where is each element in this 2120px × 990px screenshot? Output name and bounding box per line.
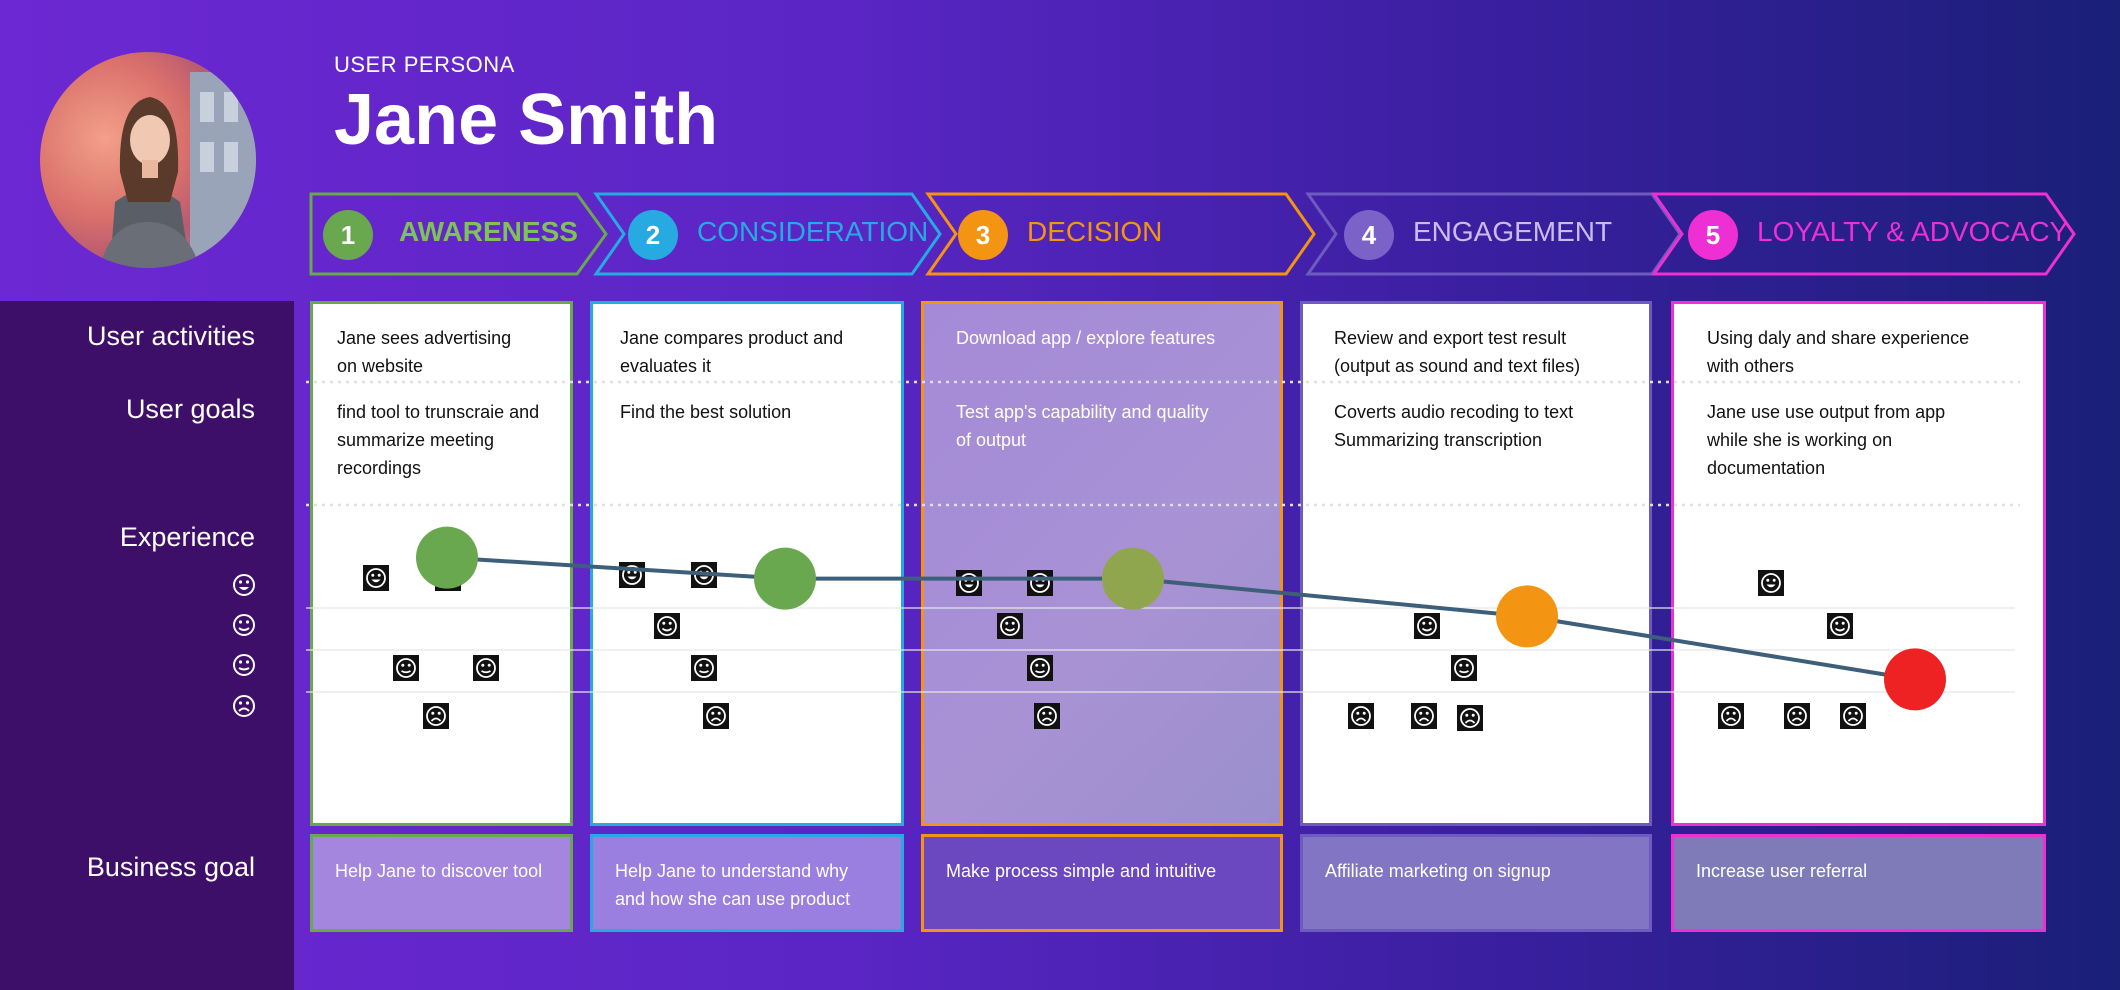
experience-scale bbox=[233, 574, 255, 717]
very-happy-face-icon bbox=[956, 570, 982, 596]
sad-face-icon bbox=[1784, 703, 1810, 729]
sad-face-icon bbox=[703, 703, 729, 729]
stage-column-engagement: Review and export test result (output as… bbox=[1300, 301, 1652, 826]
row-label-activities: User activities bbox=[86, 321, 255, 351]
experience-point bbox=[1102, 547, 1164, 610]
stage-number-5: 5 bbox=[1688, 210, 1738, 260]
stage-label-loyalty: LOYALTY & ADVOCACY bbox=[1757, 216, 2069, 247]
persona-name: Jane Smith bbox=[334, 80, 719, 160]
happy-face-icon bbox=[997, 613, 1023, 639]
neutral-face-icon bbox=[1451, 655, 1477, 681]
very-happy-face-icon bbox=[619, 562, 645, 588]
activity-text: Review and export test result (output as… bbox=[1334, 328, 1581, 376]
business-goal-loyalty: Increase user referral bbox=[1671, 834, 2046, 932]
neutral-face-icon bbox=[233, 654, 255, 676]
stage-number-4: 4 bbox=[1344, 210, 1394, 260]
happy-face-icon bbox=[233, 614, 255, 636]
very-happy-face-icon bbox=[233, 574, 255, 596]
row-label-experience: Experience bbox=[119, 522, 255, 552]
sad-face-icon bbox=[1411, 703, 1437, 729]
neutral-face-icon bbox=[473, 655, 499, 681]
business-goal-consideration: Help Jane to understand why and how she … bbox=[590, 834, 904, 932]
goal-text: Jane use use output from app while she i… bbox=[1707, 402, 1946, 478]
stage-column-consideration: Jane compares product and evaluates it F… bbox=[590, 301, 904, 826]
activity-text: Download app / explore features bbox=[956, 328, 1216, 348]
happy-face-icon bbox=[1827, 613, 1853, 639]
activity-text: Using daly and share experience with oth… bbox=[1707, 328, 1970, 376]
neutral-face-icon bbox=[1027, 655, 1053, 681]
activity-text: Jane compares product and evaluates it bbox=[620, 328, 844, 376]
stage-label-decision: DECISION bbox=[1027, 216, 1163, 247]
sad-face-icon bbox=[423, 703, 449, 729]
experience-point bbox=[1884, 648, 1946, 711]
very-happy-face-icon bbox=[363, 565, 389, 591]
goal-text: Test app's capability and quality of out… bbox=[956, 402, 1209, 450]
persona-eyebrow: USER PERSONA bbox=[334, 52, 515, 77]
goal-text: Coverts audio recoding to text Summarizi… bbox=[1334, 402, 1574, 450]
sad-face-icon bbox=[1840, 703, 1866, 729]
sad-face-icon bbox=[1718, 703, 1744, 729]
business-goal-engagement: Affiliate marketing on signup bbox=[1300, 834, 1652, 932]
stage-label-engagement: ENGAGEMENT bbox=[1413, 216, 1613, 247]
activity-text: Jane sees advertising on website bbox=[337, 328, 512, 376]
stage-number-2: 2 bbox=[628, 210, 678, 260]
experience-point bbox=[416, 526, 478, 589]
sad-face-icon bbox=[1457, 705, 1483, 731]
happy-face-icon bbox=[654, 613, 680, 639]
neutral-face-icon bbox=[691, 655, 717, 681]
goal-text: find tool to trunscraie and summarize me… bbox=[337, 402, 540, 478]
experience-point bbox=[1496, 585, 1558, 648]
business-goal-awareness: Help Jane to discover tool bbox=[310, 834, 573, 932]
stage-label-awareness: AWARENESS bbox=[399, 216, 578, 247]
stage-number-1: 1 bbox=[323, 210, 373, 260]
happy-face-icon bbox=[1414, 613, 1440, 639]
row-label-goals: User goals bbox=[125, 394, 255, 424]
row-label-panel bbox=[0, 301, 294, 990]
stage-column-loyalty: Using daly and share experience with oth… bbox=[1671, 301, 2046, 826]
sad-face-icon bbox=[1034, 703, 1060, 729]
goal-text: Find the best solution bbox=[620, 402, 792, 422]
stage-label-consideration: CONSIDERATION bbox=[697, 216, 929, 247]
stage-column-decision: Download app / explore features Test app… bbox=[921, 301, 1283, 826]
very-happy-face-icon bbox=[1027, 570, 1053, 596]
sad-face-icon bbox=[1348, 703, 1374, 729]
sad-face-icon bbox=[233, 695, 255, 717]
persona-avatar bbox=[40, 52, 256, 268]
stage-number-3: 3 bbox=[958, 210, 1008, 260]
business-goal-decision: Make process simple and intuitive bbox=[921, 834, 1283, 932]
neutral-face-icon bbox=[393, 655, 419, 681]
experience-point bbox=[754, 547, 816, 610]
very-happy-face-icon bbox=[1758, 570, 1784, 596]
row-label-business: Business goal bbox=[86, 852, 255, 882]
